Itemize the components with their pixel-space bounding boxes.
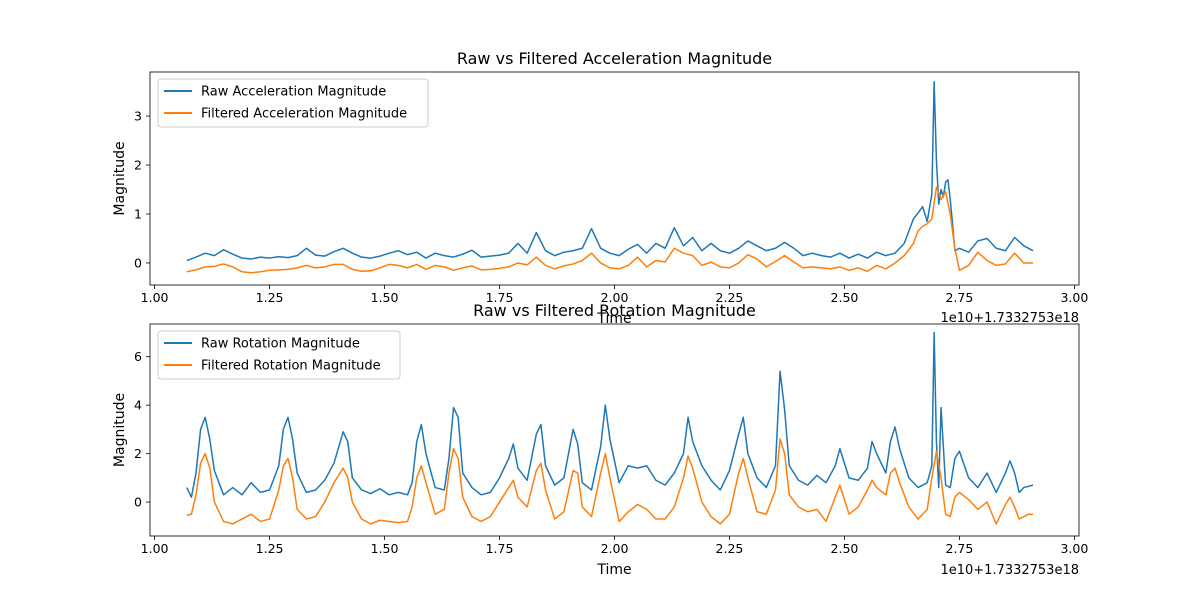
legend-box: [157, 78, 429, 128]
y-tick-label: 4: [134, 398, 142, 413]
x-tick-label: 1.75: [486, 541, 514, 556]
y-tick-label: 6: [134, 349, 142, 364]
y-tick-label: 3: [134, 109, 142, 124]
rotation-chart: Raw vs Filtered Rotation Magnitude 1.00 1…: [112, 301, 1088, 578]
x-axis-label: Time: [596, 562, 631, 578]
y-tick-label: 0: [134, 255, 142, 270]
y-tick-label: 2: [134, 158, 142, 173]
x-tick-label: 2.75: [946, 541, 974, 556]
x-tick-label: 2.50: [831, 541, 859, 556]
x-tick-label: 1.25: [256, 541, 284, 556]
acceleration-chart: Raw vs Filtered Acceleration Magnitude 1…: [112, 49, 1088, 327]
x-tick-label: 1.00: [141, 290, 169, 305]
x-tick-label: 1.25: [256, 290, 284, 305]
legend-box: [157, 330, 401, 380]
x-offset-label: 1e10+1.7332753e18: [940, 311, 1079, 326]
x-tick-label: 2.00: [601, 290, 629, 305]
x-axis-label: Time: [596, 311, 631, 327]
x-tick-label: 1.50: [371, 541, 399, 556]
plot-area: 1.00 1.25 1.50 1.75 2.00 2.25 2.50 2.75 3.00 0 1 2 3…: [134, 71, 1088, 305]
x-tick-label: 2.00: [601, 541, 629, 556]
plot-area: 1.00 1.25 1.50 1.75 2.00 2.25 2.50 2.75 3.00 0 2 4 6…: [134, 323, 1088, 556]
x-tick-label: 3.00: [1060, 290, 1088, 305]
legend-entry-label: Raw Rotation Magnitude: [201, 337, 360, 352]
series-line-filtered: [186, 186, 1034, 274]
chart-title: Raw vs Filtered Rotation Magnitude: [473, 301, 756, 320]
chart-title: Raw vs Filtered Acceleration Magnitude: [457, 49, 772, 68]
series-line-raw: [186, 81, 1034, 262]
legend: Raw Acceleration Magnitude Filtered Accel…: [157, 78, 429, 128]
x-tick-label: 1.50: [371, 290, 399, 305]
y-axis-label: Magnitude: [112, 141, 128, 215]
x-tick-label: 2.50: [831, 290, 859, 305]
legend-entry-label: Filtered Rotation Magnitude: [201, 359, 381, 374]
series-line-filtered: [186, 438, 1034, 525]
x-tick-label: 3.00: [1060, 541, 1088, 556]
legend-entry-label: Raw Acceleration Magnitude: [201, 85, 386, 100]
x-tick-label: 1.75: [486, 290, 514, 305]
x-tick-label: 1.00: [141, 541, 169, 556]
legend-entry-label: Filtered Acceleration Magnitude: [201, 107, 407, 122]
y-axis-label: Magnitude: [112, 393, 128, 467]
x-tick-label: 2.25: [716, 541, 744, 556]
x-offset-label: 1e10+1.7332753e18: [940, 563, 1079, 578]
legend: Raw Rotation Magnitude Filtered Rotation …: [157, 330, 401, 380]
series-line-raw: [186, 331, 1034, 498]
y-tick-label: 1: [134, 207, 142, 222]
y-tick-label: 2: [134, 446, 142, 461]
y-tick-label: 0: [134, 495, 142, 510]
x-tick-label: 2.75: [946, 290, 974, 305]
x-tick-label: 2.25: [716, 290, 744, 305]
